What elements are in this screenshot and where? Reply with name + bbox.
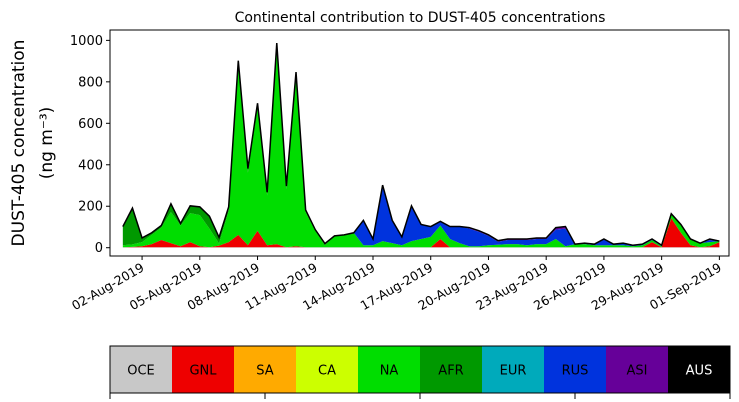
area-aus xyxy=(122,43,720,246)
legend-label-afr: AFR xyxy=(438,364,463,379)
y-tick-label: 200 xyxy=(78,200,103,215)
legend-label-asi: ASI xyxy=(627,364,648,379)
legend-label-gnl: GNL xyxy=(189,364,217,379)
total-line xyxy=(122,43,720,247)
y-tick-label: 0 xyxy=(95,241,103,256)
legend-label-sa: SA xyxy=(256,364,273,379)
legend-label-eur: EUR xyxy=(500,364,527,379)
y-axis-label: DUST-405 concentration xyxy=(9,40,29,247)
y-tick-label: 600 xyxy=(78,117,103,132)
legend-label-oce: OCE xyxy=(127,364,155,379)
plot-frame xyxy=(109,29,730,257)
y-tick-label: 800 xyxy=(78,75,103,90)
area-asi xyxy=(122,43,720,246)
legend-swatch-aus xyxy=(668,346,731,393)
legend-label-aus: AUS xyxy=(686,364,713,379)
legend-swatch-sa xyxy=(234,346,297,393)
legend-label-ca: CA xyxy=(318,364,336,379)
y-tick-label: 1000 xyxy=(70,34,103,49)
legend-swatch-oce xyxy=(110,346,173,393)
legend-label-rus: RUS xyxy=(562,364,589,379)
area-eur xyxy=(122,43,720,247)
area-afr xyxy=(122,43,720,247)
legend-swatch-afr xyxy=(420,346,483,393)
legend-swatch-rus xyxy=(544,346,607,393)
area-rus xyxy=(122,43,720,247)
legend-colorbar: OCE GNL SA CA NA AFR EUR RUS ASI AUS xyxy=(109,345,731,399)
legend-swatch-asi xyxy=(606,346,669,393)
y-axis-label-unit: (ng m⁻³) xyxy=(37,107,57,180)
legend-swatch-ca xyxy=(296,346,359,393)
chart-title: Continental contribution to DUST-405 con… xyxy=(235,10,606,26)
x-axis: 02-Aug-201905-Aug-201908-Aug-201911-Aug-… xyxy=(69,256,724,313)
area-series-group xyxy=(122,43,720,248)
area-na xyxy=(122,45,720,248)
legend-swatch-na xyxy=(358,346,421,393)
legend-swatch-eur xyxy=(482,346,545,393)
y-tick-label: 400 xyxy=(78,158,103,173)
legend-swatch-gnl xyxy=(172,346,235,393)
y-axis: 0 200 400 600 800 1000 xyxy=(70,34,110,256)
legend-label-na: NA xyxy=(380,364,399,379)
